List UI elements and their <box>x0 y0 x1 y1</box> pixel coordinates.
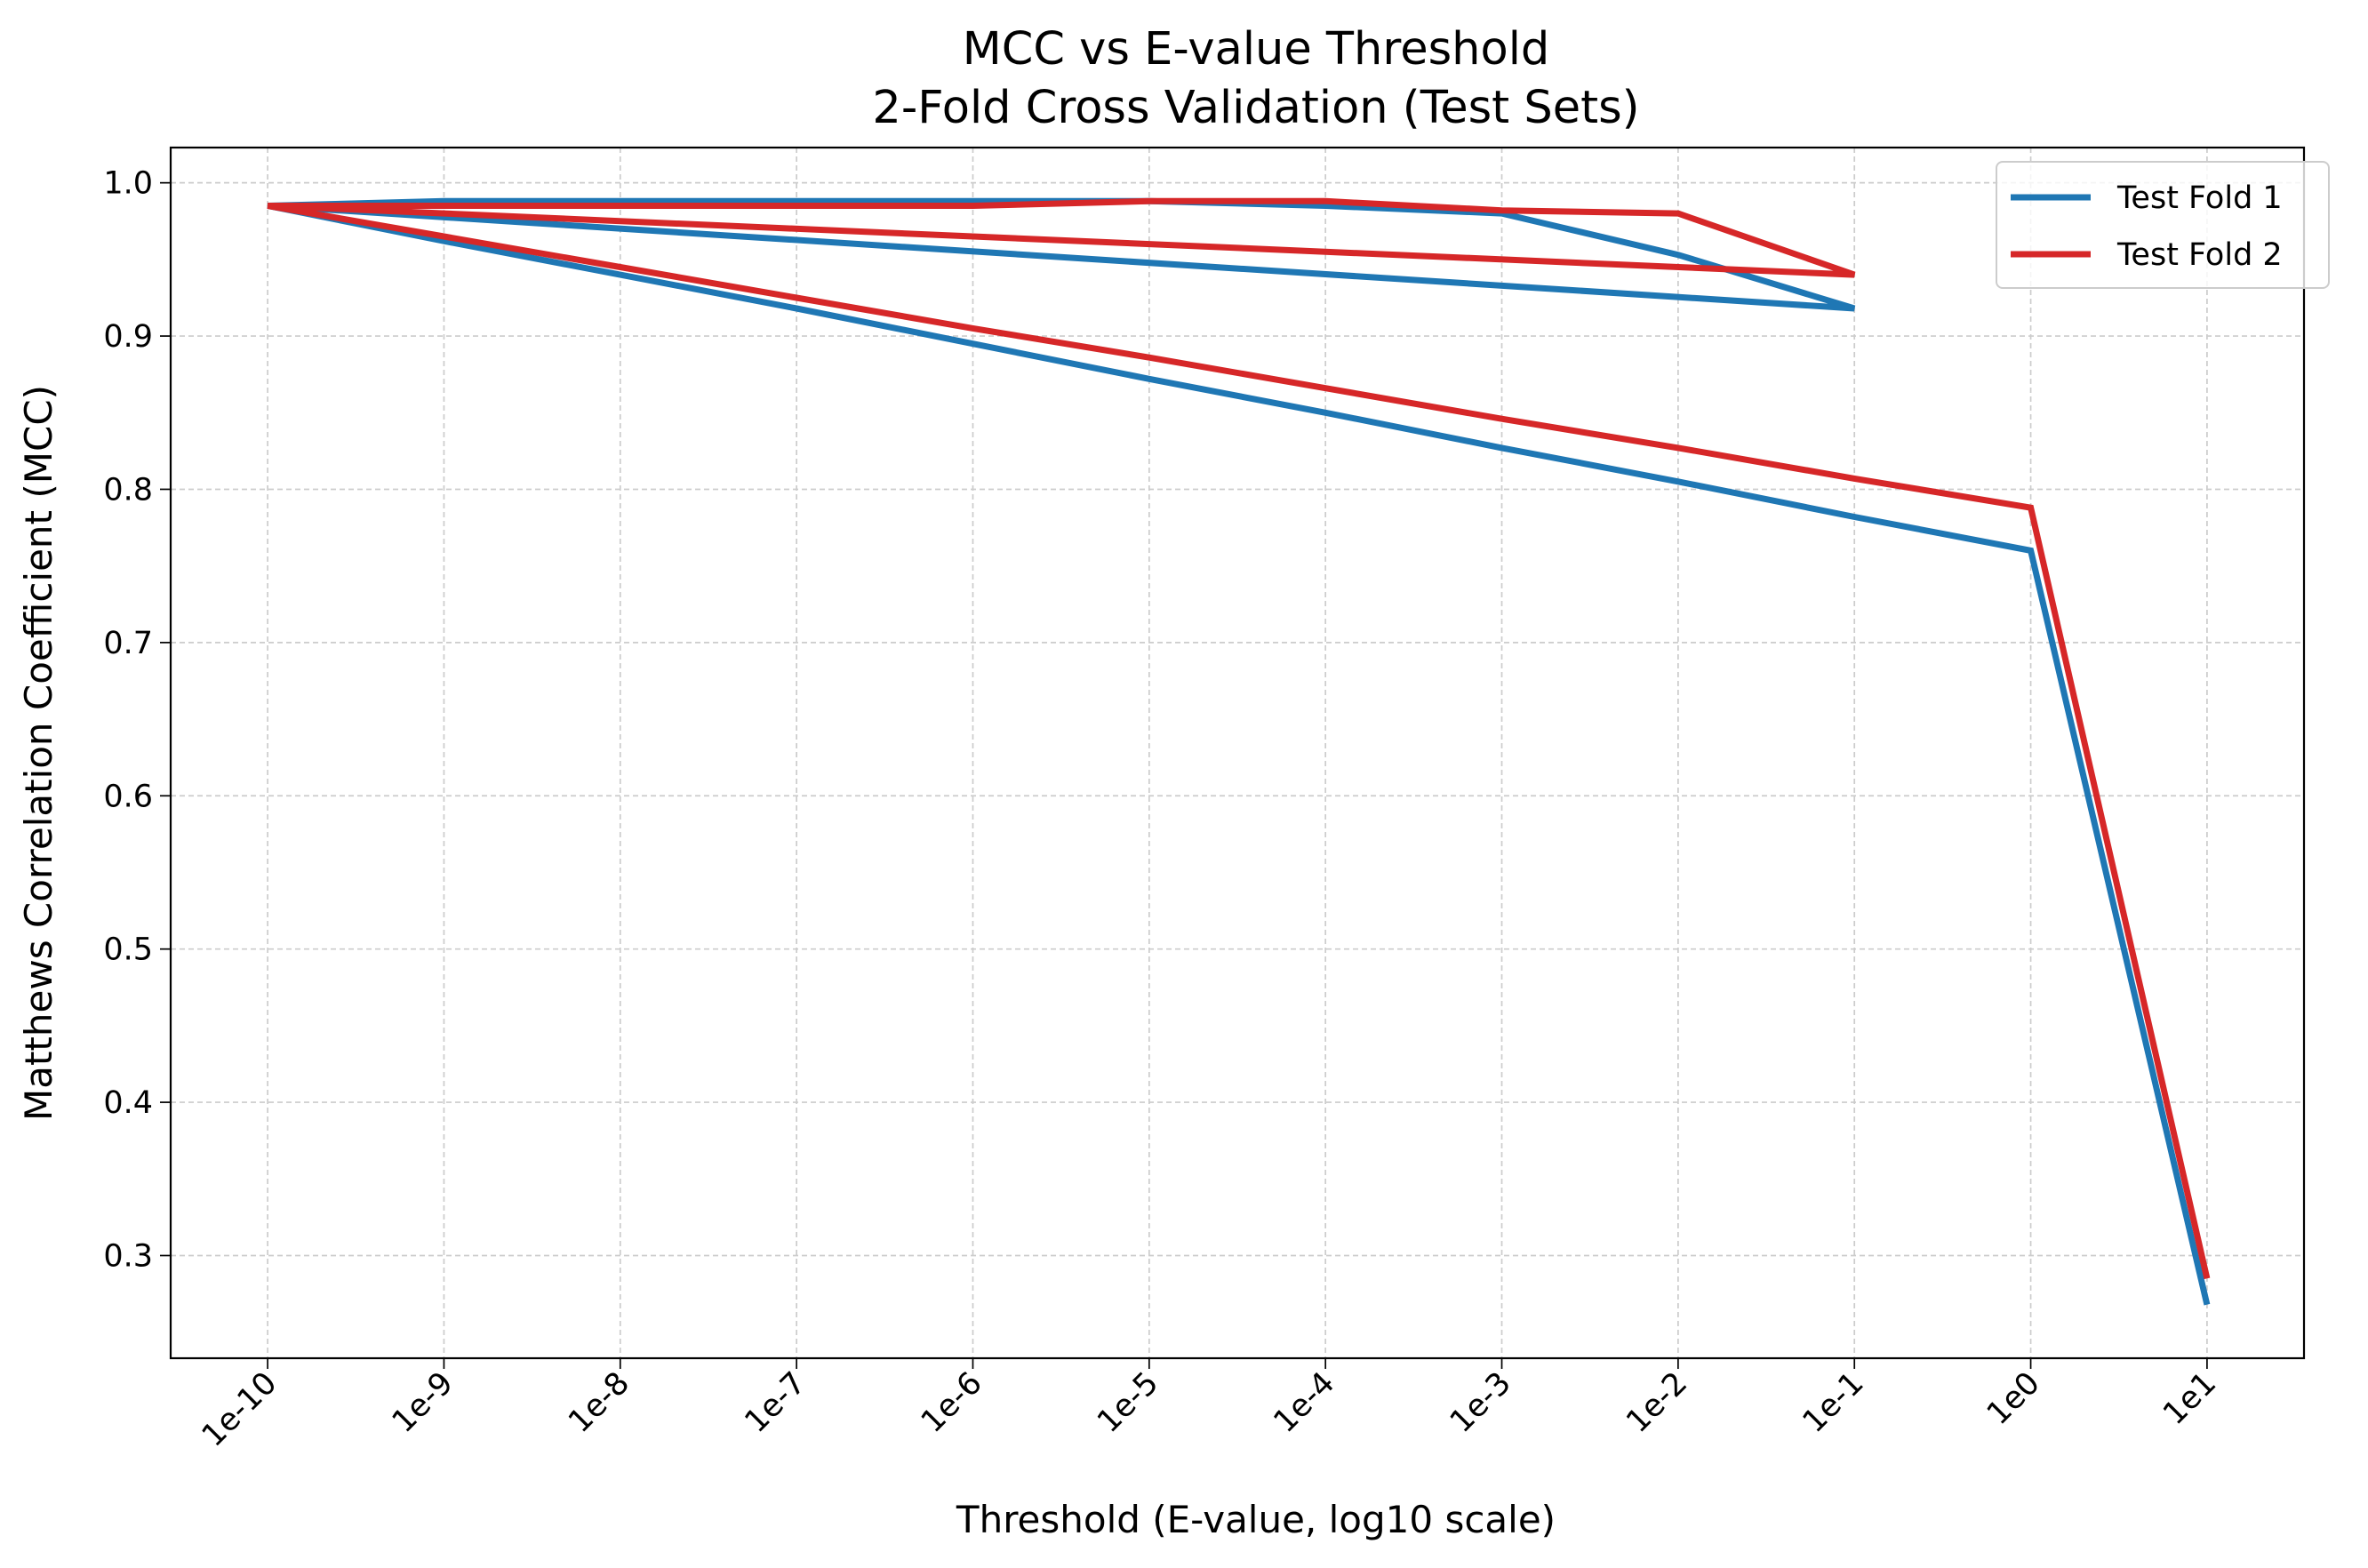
x-tick-label: 1e1 <box>2156 1365 2223 1432</box>
grid-layer <box>171 148 2304 1358</box>
x-tick-label: 1e-4 <box>1268 1365 1342 1440</box>
x-tick-label: 1e-2 <box>1620 1365 1694 1440</box>
y-tick-label: 0.7 <box>103 626 153 661</box>
legend-label-2: Test Fold 2 <box>2116 237 2283 273</box>
series-line-1 <box>267 197 2211 1306</box>
x-tick-label: 1e0 <box>1980 1365 2047 1432</box>
y-tick-label: 0.8 <box>103 472 153 508</box>
x-tick-label: 1e-7 <box>739 1365 813 1440</box>
series-line-2 <box>267 197 2211 1280</box>
legend-label-1: Test Fold 1 <box>2116 180 2283 216</box>
y-tick-label: 0.5 <box>103 932 153 968</box>
plot-area-frame <box>169 146 2306 1360</box>
y-tick-label: 0.4 <box>103 1085 153 1121</box>
legend: Test Fold 1 Test Fold 2 <box>1996 161 2330 289</box>
x-tick-label: 1e-8 <box>562 1365 636 1440</box>
chart-title: MCC vs E-value Threshold <box>963 23 1550 76</box>
y-tick-label: 0.9 <box>103 319 153 355</box>
x-tick-label: 1e-5 <box>1091 1365 1165 1440</box>
y-tick-label: 1.0 <box>103 166 153 202</box>
y-axis-label: Matthews Correlation Coefficient (MCC) <box>17 385 60 1121</box>
y-tick-label: 0.3 <box>103 1238 153 1274</box>
y-tick-label: 0.6 <box>103 779 153 814</box>
chart-subtitle: 2-Fold Cross Validation (Test Sets) <box>872 82 1639 134</box>
x-tick-label: 1e-1 <box>1796 1365 1871 1440</box>
x-tick-label: 1e-10 <box>196 1365 284 1454</box>
series-layer <box>267 197 2211 1306</box>
x-axis-label: Threshold (E-value, log10 scale) <box>956 1498 1556 1541</box>
x-tick-label: 1e-9 <box>386 1365 460 1440</box>
x-tick-label: 1e-6 <box>915 1365 989 1440</box>
x-tick-label: 1e-3 <box>1444 1365 1518 1440</box>
